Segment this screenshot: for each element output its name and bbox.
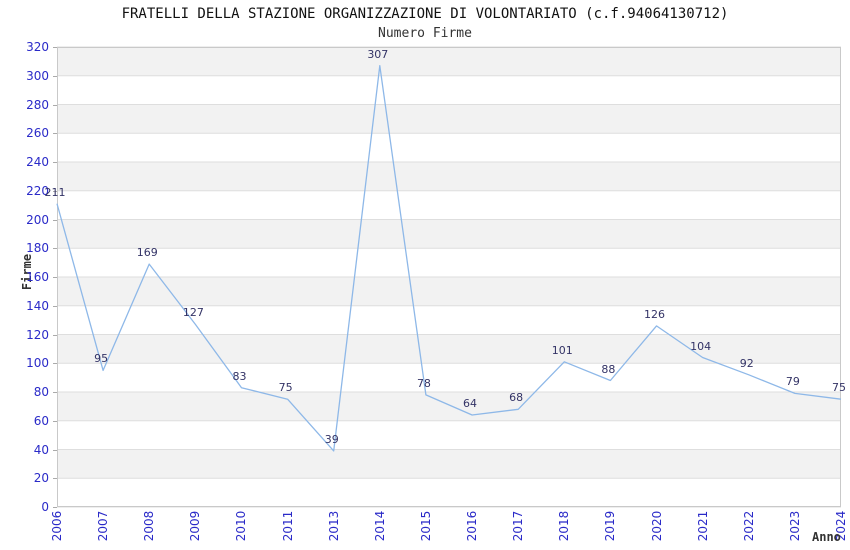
- data-label: 92: [739, 356, 754, 370]
- y-tick-mark: [53, 420, 57, 422]
- data-label: 75: [278, 381, 293, 395]
- data-label: 78: [416, 376, 431, 390]
- data-label: 169: [136, 246, 158, 260]
- data-line: [56, 65, 842, 452]
- x-tick-label: 2018: [557, 510, 572, 542]
- y-tick-label: 280: [26, 97, 49, 112]
- data-label: 79: [785, 375, 800, 389]
- shaded-band: [57, 104, 841, 134]
- y-tick-label: 320: [26, 40, 49, 54]
- y-tick-mark: [53, 277, 57, 278]
- y-tick-mark: [53, 47, 57, 48]
- data-label: 75: [832, 381, 846, 395]
- x-axis-title: Anno: [812, 530, 841, 544]
- y-tick-label: 180: [26, 241, 49, 256]
- data-label: 307: [367, 47, 389, 61]
- y-tick-mark: [53, 363, 57, 365]
- x-tick-label: 2007: [96, 510, 111, 542]
- y-tick-label: 260: [26, 126, 49, 141]
- y-tick-label: 160: [26, 270, 49, 284]
- data-label: 101: [551, 343, 573, 357]
- shaded-band: [57, 334, 841, 364]
- shaded-band: [57, 449, 841, 479]
- x-tick-label: 2009: [188, 510, 203, 542]
- chart-subtitle: Numero Firme: [378, 26, 472, 41]
- y-tick-label: 240: [26, 155, 49, 169]
- x-tick-label: 2020: [649, 510, 664, 542]
- shaded-band: [57, 277, 841, 306]
- data-label: 88: [601, 362, 616, 376]
- data-label: 211: [44, 185, 66, 199]
- x-tick-label: 2019: [603, 510, 618, 542]
- y-tick-mark: [53, 392, 57, 393]
- y-tick-label: 80: [33, 385, 49, 399]
- data-label: 68: [509, 391, 524, 405]
- data-label: 39: [324, 432, 339, 446]
- x-tick-label: 2016: [465, 510, 480, 542]
- x-tick-label: 2011: [280, 510, 295, 542]
- y-tick-mark: [53, 449, 57, 451]
- y-tick-label: 20: [33, 471, 49, 486]
- y-tick-label: 200: [26, 212, 49, 227]
- y-tick-label: 60: [33, 413, 49, 428]
- x-tick-label: 2021: [695, 510, 710, 542]
- plot-area: [56, 46, 842, 508]
- x-tick-label: 2017: [511, 510, 526, 542]
- shaded-band: [57, 219, 841, 249]
- y-tick-mark: [53, 305, 57, 307]
- y-tick-label: 120: [26, 327, 49, 342]
- y-tick-mark: [53, 507, 57, 508]
- y-tick-mark: [53, 104, 57, 106]
- y-tick-mark: [53, 162, 57, 163]
- y-tick-label: 100: [26, 356, 49, 371]
- line-chart-canvas: [56, 46, 842, 508]
- plot-border: [57, 47, 841, 507]
- data-label: 127: [182, 306, 204, 320]
- data-label: 95: [94, 352, 109, 366]
- y-tick-label: 0: [41, 500, 49, 514]
- y-tick-label: 140: [26, 298, 49, 313]
- x-tick-label: 2015: [418, 510, 433, 542]
- x-tick-label: 2008: [142, 510, 157, 542]
- data-label: 83: [232, 369, 247, 383]
- y-tick-mark: [53, 219, 57, 221]
- x-tick-label: 2006: [50, 510, 64, 542]
- y-tick-mark: [53, 478, 57, 480]
- data-label: 64: [463, 397, 478, 410]
- y-tick-mark: [53, 190, 57, 192]
- y-tick-mark: [53, 334, 57, 336]
- data-label: 104: [690, 339, 712, 353]
- x-tick-label: 2023: [787, 510, 802, 542]
- x-tick-label: 2014: [372, 510, 387, 542]
- chart-title: FRATELLI DELLA STAZIONE ORGANIZZAZIONE D…: [121, 6, 729, 22]
- shaded-band: [57, 162, 841, 191]
- x-tick-label: 2010: [234, 510, 249, 542]
- y-tick-mark: [53, 75, 57, 77]
- x-tick-label: 2022: [741, 510, 756, 542]
- data-label: 126: [644, 307, 666, 321]
- y-tick-label: 40: [33, 442, 49, 457]
- y-tick-label: 300: [26, 68, 49, 83]
- y-tick-label: 220: [26, 183, 49, 198]
- y-tick-mark: [53, 248, 57, 250]
- y-tick-mark: [53, 133, 57, 135]
- x-tick-label: 2013: [326, 510, 341, 542]
- shaded-band: [57, 47, 841, 76]
- shaded-band: [57, 392, 841, 421]
